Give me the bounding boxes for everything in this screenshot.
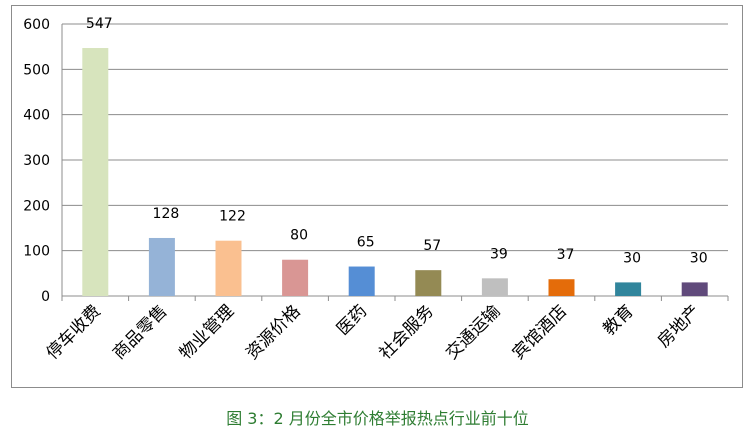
bar <box>82 48 109 296</box>
bar <box>681 282 708 296</box>
data-label: 547 <box>86 16 113 32</box>
data-label: 57 <box>423 238 441 254</box>
data-label: 128 <box>153 206 180 222</box>
bar <box>348 266 375 296</box>
data-label: 30 <box>690 250 708 266</box>
x-tick-label: 物业管理 <box>176 301 238 363</box>
y-tick-label: 100 <box>23 244 50 260</box>
x-tick-label: 商品零售 <box>109 301 171 363</box>
data-label: 39 <box>490 246 508 262</box>
x-tick-label: 宾馆酒店 <box>509 301 571 363</box>
x-tick-label: 社会服务 <box>376 301 438 363</box>
data-label: 80 <box>290 228 308 244</box>
bar <box>481 278 508 296</box>
y-tick-label: 400 <box>23 108 50 124</box>
bar <box>282 259 309 296</box>
y-tick-label: 0 <box>41 289 50 305</box>
y-tick-label: 600 <box>23 17 50 33</box>
y-tick-label: 300 <box>23 153 50 169</box>
x-tick-label: 房地产 <box>654 301 704 351</box>
data-label: 37 <box>557 247 575 263</box>
bar <box>215 240 242 296</box>
x-tick-label: 交通运输 <box>442 301 504 363</box>
data-label: 65 <box>357 235 375 251</box>
bar <box>148 237 175 296</box>
bar <box>615 282 642 296</box>
y-tick-label: 500 <box>23 62 50 78</box>
bar <box>415 270 442 296</box>
y-tick-label: 200 <box>23 198 50 214</box>
bar <box>548 279 575 296</box>
bar-chart: 0 100 200 300 400 500 600 547 停车收费 128 商品零售 122 物业管理… <box>23 16 729 364</box>
figure-caption: 图 3：2 月份全市价格举报热点行业前十位 <box>226 409 529 428</box>
data-label: 122 <box>219 209 246 225</box>
data-label: 30 <box>623 250 641 266</box>
x-tick-label: 教育 <box>599 301 637 339</box>
x-tick-label: 医药 <box>333 301 371 339</box>
x-tick-label: 停车收费 <box>43 301 105 363</box>
x-tick-label: 资源价格 <box>242 301 304 363</box>
